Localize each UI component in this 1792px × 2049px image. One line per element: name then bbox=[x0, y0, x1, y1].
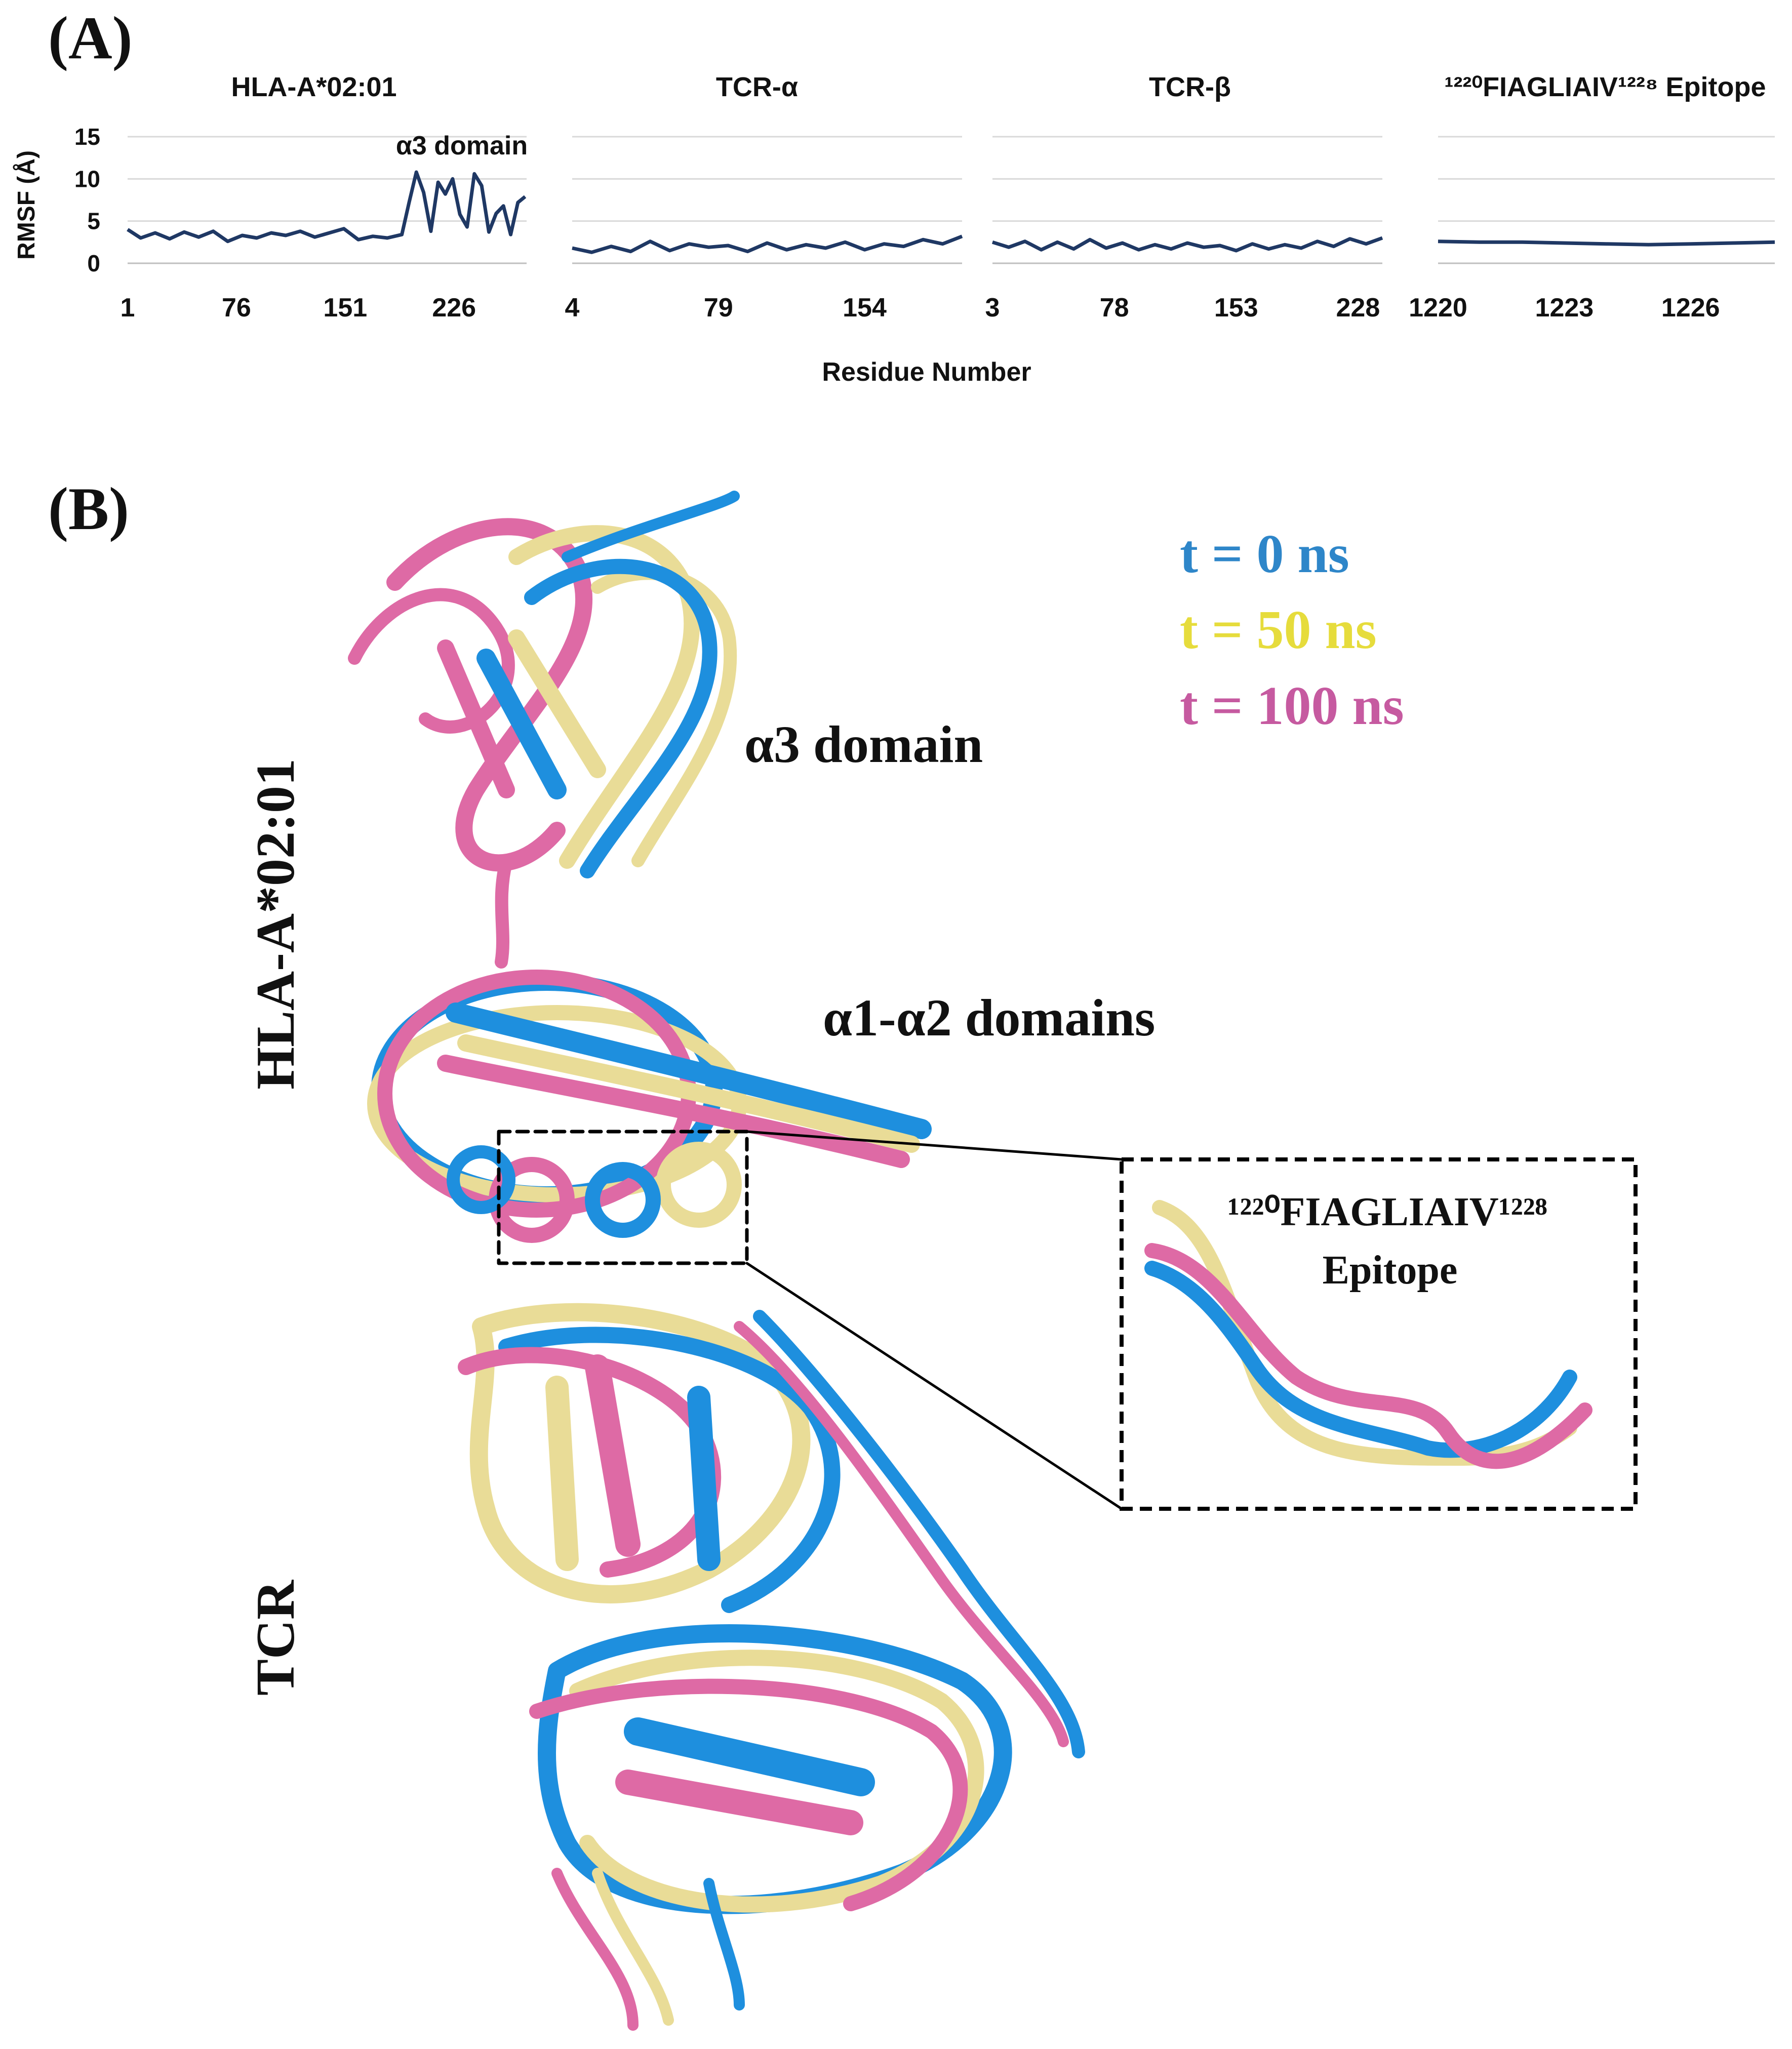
legend-item: t = 100 ns bbox=[1180, 676, 1404, 736]
epitope-inset: ¹²²⁰FIAGLIAIV¹²²⁸ Epitope bbox=[1120, 1157, 1638, 1511]
x-tick-label: 226 bbox=[432, 293, 476, 323]
legend-item: t = 0 ns bbox=[1180, 524, 1349, 584]
x-tick-label: 153 bbox=[1214, 293, 1258, 323]
alpha1-alpha2-domain-ribbons bbox=[367, 970, 932, 1243]
rmsf-panels: HLA-A*02:01 1 76 151 226 TCR-α 4 79 154 TCR-β 3 78 1… bbox=[121, 72, 1775, 323]
y-tick-label: 10 bbox=[74, 166, 100, 192]
inset-title-line2: Epitope bbox=[1323, 1248, 1458, 1293]
panel-title: HLA-A*02:01 bbox=[231, 72, 396, 102]
hla-label: HLA-A*02:01 bbox=[246, 758, 306, 1090]
x-tick-label: 1220 bbox=[1409, 293, 1467, 323]
epitope-pink-trace bbox=[1144, 1243, 1592, 1469]
y-tick-label: 0 bbox=[87, 250, 100, 276]
legend-item: t = 50 ns bbox=[1180, 600, 1377, 660]
panel-title: ¹²²⁰FIAGLIAIV¹²²⁸ Epitope bbox=[1444, 72, 1766, 102]
rmsf-line bbox=[1438, 239, 1775, 247]
alpha3-domain-ribbons bbox=[348, 491, 740, 878]
rmsf-panel-1: HLA-A*02:01 1 76 151 226 bbox=[121, 72, 527, 323]
x-tick-label: 1 bbox=[121, 293, 135, 323]
x-tick-label: 1223 bbox=[1535, 293, 1594, 323]
y-tick-label: 5 bbox=[87, 208, 100, 234]
epitope-box bbox=[497, 1130, 749, 1265]
panel-b-label: (B) bbox=[48, 475, 129, 542]
x-axis-label: Residue Number bbox=[822, 357, 1031, 387]
protein-structure-illustration bbox=[348, 491, 1123, 2031]
rmsf-line bbox=[572, 234, 963, 254]
rmsf-panel-4: ¹²²⁰FIAGLIAIV¹²²⁸ Epitope 1220 1223 1226 bbox=[1409, 72, 1775, 323]
y-tick-label: 15 bbox=[74, 124, 100, 150]
alpha1-alpha2-domains-label: α1-α2 domains bbox=[823, 989, 1155, 1047]
x-tick-label: 3 bbox=[985, 293, 1000, 323]
x-tick-label: 1226 bbox=[1661, 293, 1720, 323]
epitope-blue-trace bbox=[1144, 1261, 1577, 1458]
x-tick-label: 154 bbox=[843, 293, 887, 323]
x-tick-label: 228 bbox=[1336, 293, 1380, 323]
x-tick-label: 76 bbox=[222, 293, 251, 323]
legend: t = 0 ns t = 50 ns t = 100 ns bbox=[1180, 524, 1404, 736]
x-tick-label: 4 bbox=[565, 293, 580, 323]
panel-a-label: (A) bbox=[48, 4, 133, 71]
x-tick-label: 79 bbox=[704, 293, 733, 323]
y-tick-labels: 0 5 10 15 bbox=[74, 124, 100, 276]
rmsf-line bbox=[991, 236, 1383, 253]
rmsf-line bbox=[127, 170, 527, 244]
y-axis-label: RMSF (Å) bbox=[13, 150, 40, 260]
zoom-line-top bbox=[745, 1130, 1123, 1161]
panel-title: TCR-α bbox=[716, 72, 798, 102]
rmsf-panel-2: TCR-α 4 79 154 bbox=[565, 72, 963, 323]
panel-title: TCR-β bbox=[1149, 72, 1231, 102]
alpha3-annotation: α3 domain bbox=[396, 131, 528, 160]
tcr-ribbons bbox=[458, 1303, 1085, 2031]
alpha3-domain-label: α3 domain bbox=[744, 715, 983, 774]
rmsf-panel-3: TCR-β 3 78 153 228 bbox=[985, 72, 1383, 323]
x-tick-label: 78 bbox=[1100, 293, 1129, 323]
tcr-label: TCR bbox=[246, 1580, 306, 1696]
zoom-line-bottom bbox=[745, 1262, 1123, 1510]
inset-title-line1: ¹²²⁰FIAGLIAIV¹²²⁸ bbox=[1227, 1190, 1547, 1234]
x-tick-label: 151 bbox=[323, 293, 367, 323]
